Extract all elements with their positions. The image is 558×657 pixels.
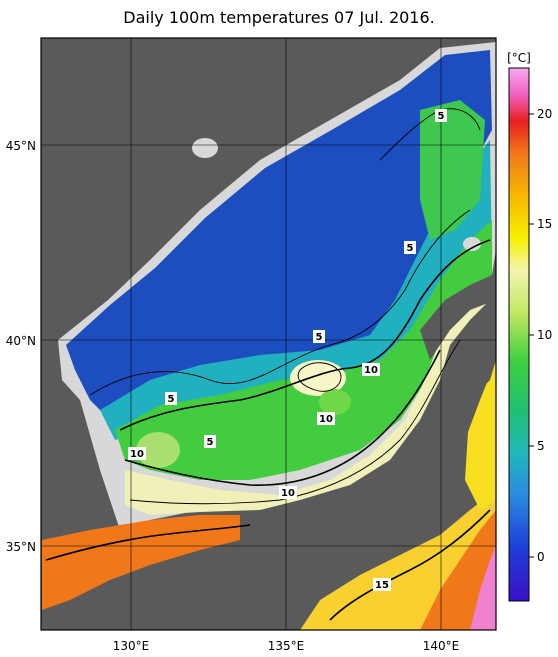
sea-kuroshio	[420, 510, 496, 630]
contour-label-10-south: 10	[279, 486, 297, 499]
map-area	[41, 38, 496, 630]
contour-label-text: 10	[130, 449, 144, 460]
sea-northeast-green	[420, 100, 485, 240]
sea-warm-pale-band	[125, 300, 492, 515]
lon-tick-140: 140°E	[423, 639, 460, 653]
lat-tick-45: 45°N	[6, 139, 36, 153]
contour-label-text: 10	[364, 365, 378, 376]
contour-label-10-west: 10	[128, 447, 146, 460]
island-nodata	[192, 138, 218, 158]
colorbar-tick-10: 10	[537, 328, 552, 342]
contour-label-10-eddy: 10	[317, 412, 335, 425]
land-kyushu	[42, 545, 240, 630]
contour-label-5-northeast: 5	[435, 109, 447, 122]
contour-label-text: 10	[319, 414, 333, 425]
colorbar-unit: [°C]	[507, 51, 531, 65]
contour-label-5-center: 5	[313, 330, 325, 343]
colorbar-tick-20: 20	[537, 107, 552, 121]
sea-mid-band	[115, 220, 492, 480]
contour-label-text: 5	[407, 243, 414, 254]
contour-label-text: 5	[316, 332, 323, 343]
map-frame	[40, 37, 497, 631]
lat-tick-35: 35°N	[6, 540, 36, 554]
island-okushiri	[463, 237, 481, 251]
sea-southwest-warm	[42, 515, 240, 610]
contour-lines	[45, 108, 491, 621]
contour-label-5-hokkaido: 5	[404, 241, 416, 254]
contour-label-5-west: 5	[165, 392, 177, 405]
contour-label-text: 10	[281, 488, 295, 499]
warm-eddy-east	[290, 360, 346, 396]
latitude-ticks: 45°N 40°N 35°N	[6, 139, 36, 554]
longitude-ticks: 130°E 135°E 140°E	[113, 639, 460, 653]
graticule	[41, 38, 496, 630]
lat-tick-40: 40°N	[6, 334, 36, 348]
contour-label-text: 5	[168, 394, 175, 405]
colorbar-tick-marks	[529, 113, 534, 558]
colorbar: [°C] 20 15 10 5 0	[507, 51, 552, 602]
contour-label-text: 15	[375, 580, 389, 591]
green-eddy-west	[136, 432, 180, 468]
land-tsugaru	[420, 250, 496, 360]
colorbar-tick-15: 15	[537, 217, 552, 231]
map-title: Daily 100m temperatures 07 Jul. 2016.	[123, 8, 435, 27]
contour-label-5-south: 5	[204, 435, 216, 448]
contour-label-text: 5	[438, 111, 445, 122]
contour-label-10-east: 10	[362, 363, 380, 376]
green-eddy-center	[319, 389, 351, 415]
lon-tick-130: 130°E	[113, 639, 150, 653]
contour-label-text: 5	[207, 437, 214, 448]
colorbar-tick-0: 0	[537, 550, 545, 564]
contour-label-15-pacific: 15	[373, 578, 391, 591]
colorbar-gradient	[508, 67, 530, 602]
contour-label-group: 5 5 5 5 5 10 10 10	[128, 109, 447, 591]
land-honshu	[240, 300, 496, 630]
colorbar-tick-5: 5	[537, 439, 545, 453]
lon-tick-135: 135°E	[268, 639, 305, 653]
sea-kuroshio-core	[470, 545, 496, 630]
